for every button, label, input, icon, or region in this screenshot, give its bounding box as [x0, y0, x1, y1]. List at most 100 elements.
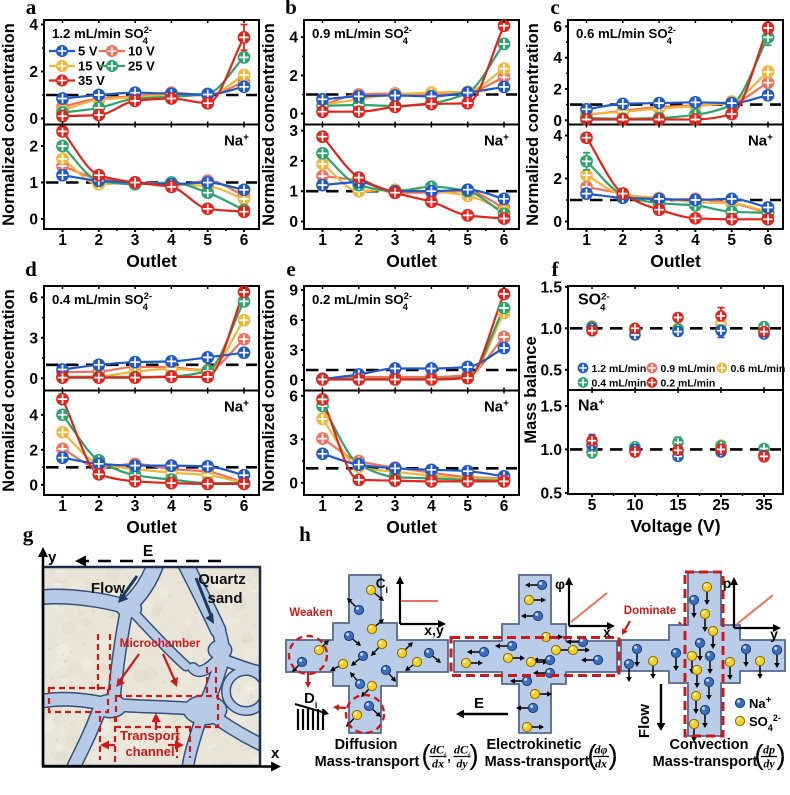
svg-text:): ) — [608, 739, 617, 770]
svg-text:Transport: Transport — [120, 728, 181, 743]
svg-text:0: 0 — [29, 371, 38, 388]
svg-text:3: 3 — [289, 123, 298, 140]
svg-text:Na+: Na+ — [484, 132, 509, 150]
svg-text:Outlet: Outlet — [650, 251, 701, 271]
svg-text:Normalized concentration: Normalized concentration — [0, 289, 18, 492]
svg-text:3: 3 — [391, 498, 400, 515]
svg-text:4: 4 — [29, 407, 38, 424]
svg-text:6: 6 — [29, 290, 38, 307]
svg-text:Quartz: Quartz — [198, 571, 246, 588]
svg-text:Flow: Flow — [636, 704, 653, 738]
svg-text:dx: dx — [595, 757, 607, 771]
svg-text:x: x — [603, 624, 611, 640]
svg-text:0.5: 0.5 — [540, 362, 562, 379]
svg-text:0: 0 — [289, 214, 298, 231]
svg-text:4: 4 — [167, 498, 176, 515]
svg-text:0: 0 — [553, 214, 562, 231]
svg-text:35 V: 35 V — [78, 73, 105, 88]
svg-text:Convection: Convection — [670, 737, 749, 753]
svg-text:Normalized concentration: Normalized concentration — [524, 23, 542, 226]
svg-text:f: f — [552, 257, 560, 281]
svg-text:Outlet: Outlet — [386, 517, 437, 537]
svg-text:2: 2 — [29, 64, 38, 81]
svg-text:Na+: Na+ — [224, 398, 249, 416]
svg-text:E: E — [143, 543, 153, 560]
svg-text:1.5: 1.5 — [540, 279, 562, 296]
svg-text:E: E — [474, 695, 484, 712]
svg-text:9: 9 — [289, 283, 298, 300]
svg-text:1: 1 — [318, 498, 327, 515]
svg-text:2: 2 — [354, 498, 363, 515]
svg-text:Electrokinetic: Electrokinetic — [486, 737, 581, 753]
svg-text:6: 6 — [289, 388, 298, 405]
svg-text:2: 2 — [618, 232, 627, 249]
svg-text:Voltage (V): Voltage (V) — [630, 516, 720, 536]
svg-text:4: 4 — [691, 232, 700, 249]
svg-text:4: 4 — [29, 17, 38, 34]
svg-text:,: , — [447, 749, 451, 764]
svg-text:4: 4 — [553, 50, 562, 67]
svg-text:sand: sand — [207, 590, 242, 607]
svg-text:x,y: x,y — [424, 622, 444, 638]
svg-text:0: 0 — [289, 475, 298, 492]
svg-text:4: 4 — [289, 30, 298, 47]
svg-text:0.6 mL/min: 0.6 mL/min — [731, 363, 786, 375]
svg-text:2: 2 — [29, 139, 38, 156]
svg-text:p: p — [723, 575, 732, 591]
svg-text:y: y — [48, 549, 57, 566]
svg-text:6: 6 — [240, 232, 249, 249]
svg-text:y: y — [770, 626, 778, 642]
svg-text:1: 1 — [318, 232, 327, 249]
svg-text:Mass-transport: Mass-transport — [315, 754, 420, 770]
svg-text:Normalized concentration: Normalized concentration — [0, 23, 18, 226]
svg-text:3: 3 — [289, 432, 298, 449]
svg-text:dCi: dCi — [430, 743, 446, 760]
svg-text:): ) — [776, 739, 785, 770]
svg-text:35: 35 — [755, 497, 773, 514]
svg-text:channel: channel — [125, 744, 174, 759]
svg-text:c: c — [550, 0, 559, 19]
svg-text:SO2-4: SO2-4 — [578, 291, 610, 313]
svg-text:dCi: dCi — [454, 743, 470, 760]
svg-text:Outlet: Outlet — [126, 517, 177, 537]
svg-text:4: 4 — [427, 498, 436, 515]
svg-text:Mass-transport: Mass-transport — [485, 754, 590, 770]
svg-text:dp: dp — [763, 743, 775, 757]
svg-text:3: 3 — [655, 232, 664, 249]
svg-text:2: 2 — [289, 68, 298, 85]
svg-text:2: 2 — [553, 82, 562, 99]
svg-text:b: b — [285, 0, 297, 19]
svg-text:h: h — [299, 522, 311, 546]
svg-text:Na+: Na+ — [224, 132, 249, 150]
svg-text:Mass-transport: Mass-transport — [653, 754, 758, 770]
svg-text:1.5: 1.5 — [540, 398, 562, 415]
svg-text:0: 0 — [29, 111, 38, 128]
svg-text:(: ( — [421, 739, 431, 770]
svg-text:3: 3 — [131, 498, 140, 515]
svg-text:e: e — [286, 257, 295, 281]
svg-text:dx: dx — [432, 757, 444, 771]
svg-text:10: 10 — [626, 497, 643, 514]
svg-text:5: 5 — [463, 232, 472, 249]
svg-text:Na+: Na+ — [748, 132, 773, 150]
svg-text:3: 3 — [289, 343, 298, 360]
svg-text:d: d — [25, 257, 37, 281]
svg-text:Normalized concentration: Normalized concentration — [260, 289, 278, 492]
svg-text:3: 3 — [29, 330, 38, 347]
svg-text:5: 5 — [588, 497, 597, 514]
svg-text:Dominate: Dominate — [624, 605, 676, 617]
svg-text:5: 5 — [203, 498, 212, 515]
svg-text:0.2 mL/min: 0.2 mL/min — [661, 378, 716, 390]
svg-text:1.2 mL/min: 1.2 mL/min — [592, 363, 647, 375]
svg-text:5: 5 — [463, 498, 472, 515]
svg-text:0.9 mL/min: 0.9 mL/min — [661, 363, 716, 375]
svg-text:Outlet: Outlet — [386, 251, 437, 271]
svg-text:Di: Di — [304, 690, 317, 710]
svg-text:6: 6 — [500, 498, 509, 515]
svg-text:Ci: Ci — [376, 576, 388, 595]
svg-text:15: 15 — [669, 497, 687, 514]
svg-text:3: 3 — [131, 232, 140, 249]
svg-text:6: 6 — [289, 313, 298, 330]
svg-text:0: 0 — [29, 477, 38, 494]
svg-text:dy: dy — [456, 757, 468, 771]
